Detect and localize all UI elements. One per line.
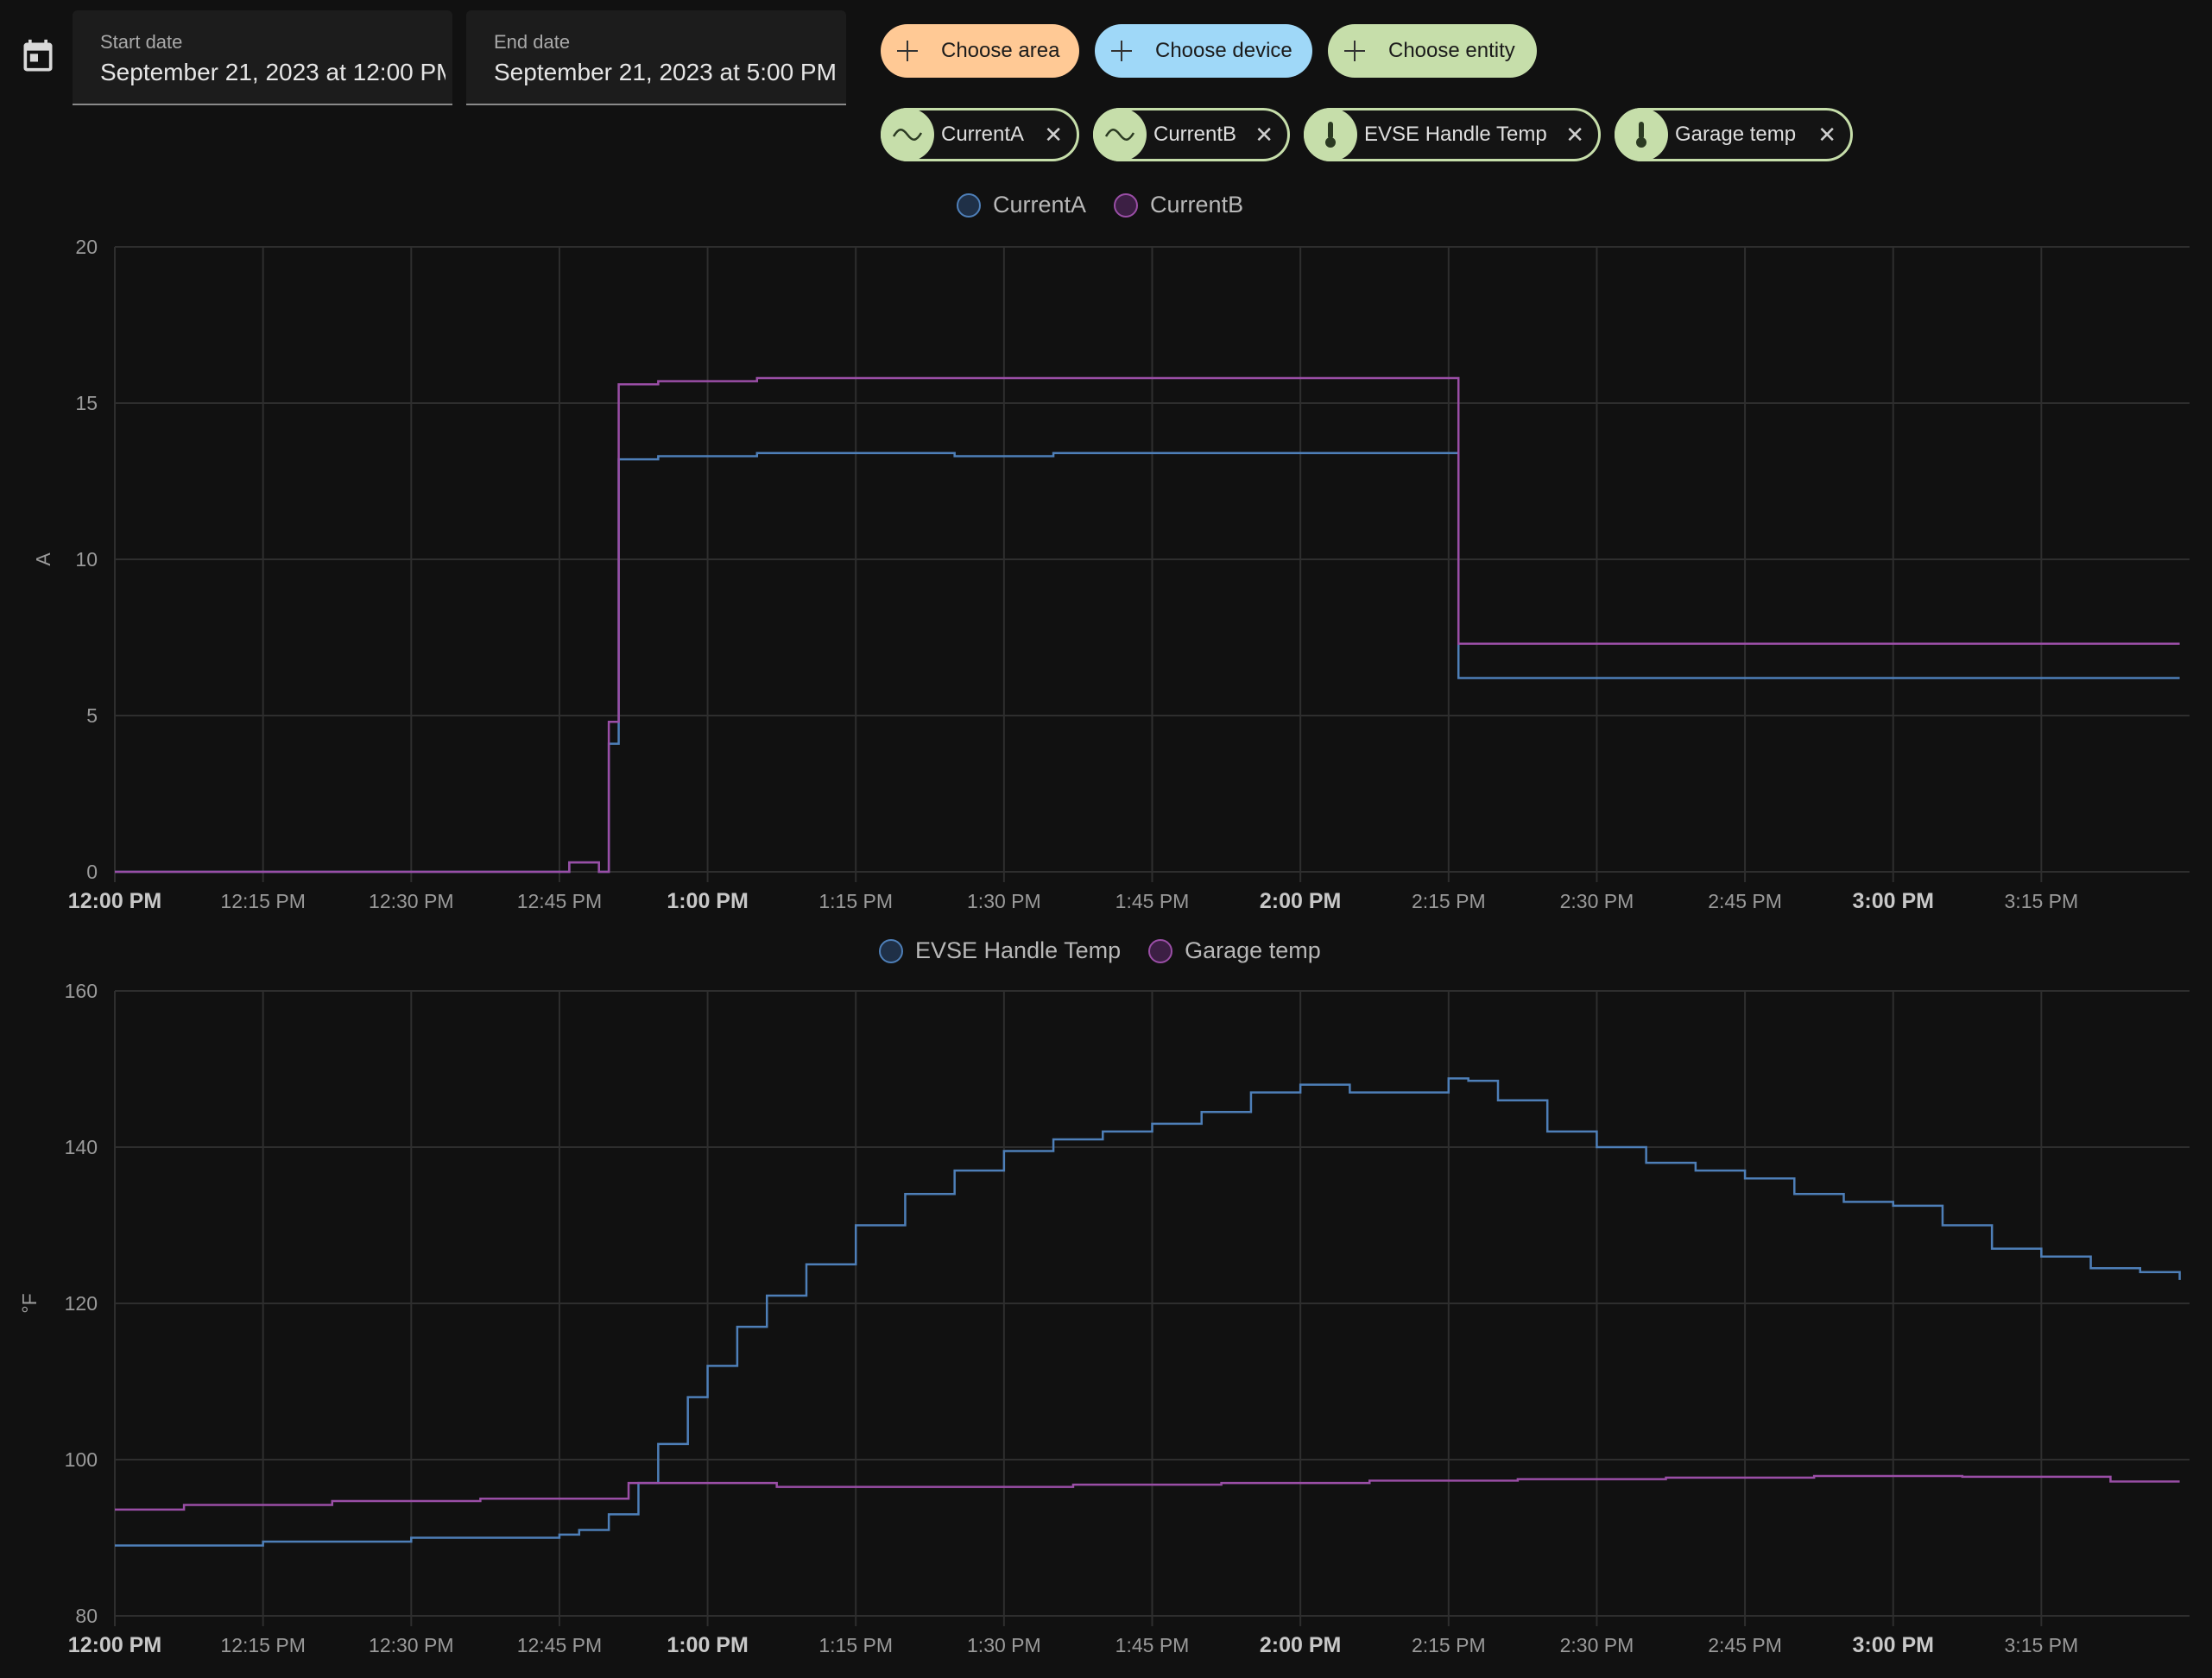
start-date-value: September 21, 2023 at 12:00 PM (100, 59, 446, 85)
plus-icon (894, 38, 920, 64)
y-tick-label: 100 (65, 1448, 98, 1471)
x-tick-label: 3:00 PM (1852, 1633, 1933, 1657)
x-tick-label: 1:45 PM (1115, 890, 1190, 912)
entity-chip-currentb[interactable]: CurrentB ✕ (1093, 108, 1290, 161)
x-tick-label: 12:00 PM (68, 1633, 161, 1657)
entity-chip-currenta[interactable]: CurrentA ✕ (881, 108, 1079, 161)
end-date-label: End date (494, 31, 571, 53)
x-tick-label: 2:30 PM (1560, 890, 1634, 912)
entity-chip-garage-temp[interactable]: Garage temp ✕ (1615, 108, 1853, 161)
close-icon[interactable]: ✕ (1565, 121, 1584, 148)
choose-device-label: Choose device (1155, 39, 1292, 62)
x-tick-label: 1:15 PM (818, 890, 893, 912)
x-tick-label: 1:30 PM (967, 1634, 1041, 1656)
start-date-label: Start date (100, 31, 183, 53)
x-tick-label: 12:45 PM (517, 1634, 602, 1656)
series-line-currenta[interactable] (115, 451, 2180, 874)
entity-chip-evse-handle-temp[interactable]: EVSE Handle Temp ✕ (1304, 108, 1601, 161)
x-tick-label: 12:30 PM (369, 1634, 453, 1656)
entity-chip-label: Garage temp (1675, 123, 1797, 146)
x-tick-label: 2:15 PM (1412, 890, 1486, 912)
x-tick-label: 2:45 PM (1708, 890, 1782, 912)
x-tick-label: 12:45 PM (517, 890, 602, 912)
x-tick-label: 2:00 PM (1260, 1633, 1341, 1657)
current-chart[interactable]: 0 5 10 15 20 12:00 PM 12:15 PM 12:30 PM 12:45 PM… (0, 233, 2212, 932)
x-tick-label: 2:30 PM (1560, 1634, 1634, 1656)
legend-label: EVSE Handle Temp (915, 937, 1122, 963)
x-tick-label: 3:15 PM (2005, 1634, 2079, 1656)
x-tick-label: 2:15 PM (1412, 1634, 1486, 1656)
legend-swatch (1114, 192, 1139, 218)
series-line-evse-handle-temp[interactable] (115, 1077, 2181, 1547)
x-tick-label: 1:00 PM (667, 889, 748, 913)
legend-item-currentb[interactable]: CurrentB (1114, 192, 1243, 218)
legend-label: CurrentA (993, 192, 1087, 218)
legend-swatch (957, 192, 981, 218)
y-tick-label: 80 (75, 1605, 98, 1627)
y-tick-label: 0 (86, 861, 98, 883)
choose-entity-button[interactable]: Choose entity (1328, 24, 1537, 78)
y-tick-label: 160 (65, 980, 98, 1002)
entity-chip-label: CurrentA (941, 123, 1025, 146)
legend-item-evse-handle-temp[interactable]: EVSE Handle Temp (879, 937, 1121, 964)
series-line-garage-temp[interactable] (115, 1474, 2180, 1511)
close-icon[interactable]: ✕ (1817, 121, 1836, 148)
legend-swatch (1148, 938, 1173, 963)
thermometer-icon (1615, 108, 1668, 161)
plus-icon (1342, 38, 1368, 64)
entity-chip-label: EVSE Handle Temp (1364, 123, 1547, 146)
choose-device-button[interactable]: Choose device (1095, 24, 1312, 78)
y-tick-label: 15 (75, 392, 98, 414)
x-tick-label: 12:15 PM (220, 890, 305, 912)
close-icon[interactable]: ✕ (1255, 121, 1273, 148)
x-tick-label: 3:00 PM (1852, 889, 1933, 913)
x-tick-label: 1:00 PM (667, 1633, 748, 1657)
end-date-field[interactable]: End date September 21, 2023 at 5:00 PM (466, 10, 846, 105)
y-tick-label: 120 (65, 1292, 98, 1315)
choose-area-button[interactable]: Choose area (881, 24, 1079, 78)
sine-wave-icon (1093, 108, 1147, 161)
x-tick-label: 12:15 PM (220, 1634, 305, 1656)
x-tick-label: 1:45 PM (1115, 1634, 1190, 1656)
plus-icon (1109, 38, 1134, 64)
x-tick-label: 3:15 PM (2005, 890, 2079, 912)
x-tick-label: 12:30 PM (369, 890, 453, 912)
series-line-currentb[interactable] (115, 376, 2180, 874)
legend-item-currenta[interactable]: CurrentA (957, 192, 1086, 218)
start-date-field[interactable]: Start date September 21, 2023 at 12:00 P… (73, 10, 452, 105)
temperature-chart[interactable]: 80 100 120 140 160 12:00 PM 12:15 PM 12:30 PM 12… (0, 975, 2212, 1678)
sine-wave-icon (881, 108, 934, 161)
legend-item-garage-temp[interactable]: Garage temp (1148, 937, 1321, 964)
x-tick-label: 1:15 PM (818, 1634, 893, 1656)
close-icon[interactable]: ✕ (1044, 121, 1063, 148)
y-tick-label: 140 (65, 1136, 98, 1158)
choose-area-label: Choose area (941, 39, 1060, 62)
x-tick-label: 2:45 PM (1708, 1634, 1782, 1656)
legend-swatch (879, 938, 903, 963)
thermometer-icon (1304, 108, 1357, 161)
y-tick-label: 20 (75, 236, 98, 258)
chart-1-legend: CurrentA CurrentB (957, 192, 1271, 218)
x-tick-label: 1:30 PM (967, 890, 1041, 912)
legend-label: Garage temp (1185, 937, 1321, 963)
y-tick-label: 5 (86, 704, 98, 727)
chart-2-legend: EVSE Handle Temp Garage temp (879, 937, 1349, 964)
y-axis-label: A (32, 552, 54, 566)
y-tick-label: 10 (75, 548, 98, 571)
x-tick-label: 2:00 PM (1260, 889, 1341, 913)
x-tick-label: 12:00 PM (68, 889, 161, 913)
end-date-value: September 21, 2023 at 5:00 PM (494, 59, 837, 85)
entity-chip-label: CurrentB (1153, 123, 1237, 146)
legend-label: CurrentB (1150, 192, 1244, 218)
y-axis-label: °F (18, 1293, 41, 1313)
calendar-icon[interactable] (19, 36, 57, 78)
choose-entity-label: Choose entity (1388, 39, 1515, 62)
